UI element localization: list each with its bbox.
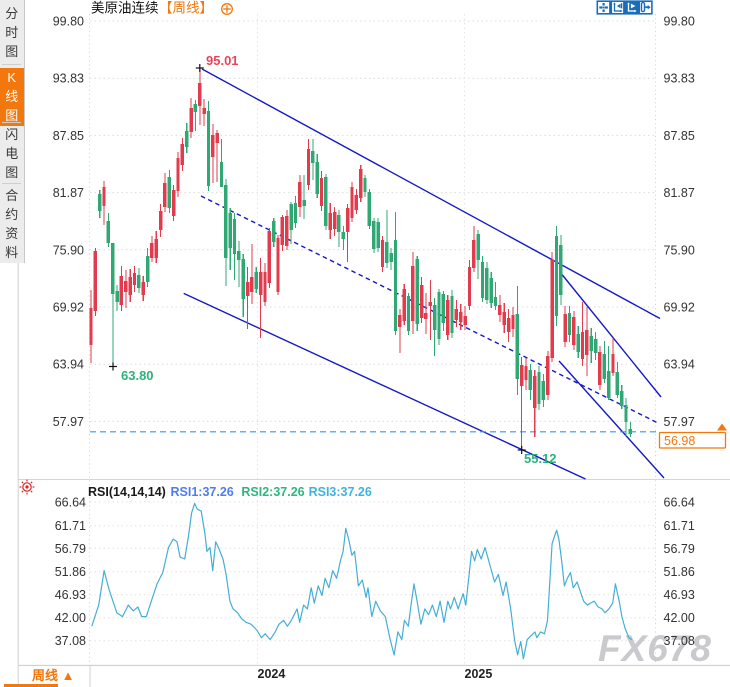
svg-text:RSI3:37.26: RSI3:37.26 (309, 485, 372, 499)
svg-text:61.71: 61.71 (55, 519, 86, 533)
svg-text:99.80: 99.80 (53, 15, 84, 29)
svg-text:RSI(14,14,14): RSI(14,14,14) (88, 485, 166, 499)
svg-text:81.87: 81.87 (664, 186, 695, 200)
svg-text:2025: 2025 (465, 667, 493, 681)
svg-text:2024: 2024 (258, 667, 286, 681)
svg-text:93.83: 93.83 (664, 72, 695, 86)
svg-text:63.94: 63.94 (53, 358, 84, 372)
svg-text:99.80: 99.80 (664, 15, 695, 29)
svg-text:66.64: 66.64 (55, 495, 86, 509)
svg-text:37.08: 37.08 (664, 634, 695, 648)
svg-text:93.83: 93.83 (53, 72, 84, 86)
svg-text:75.90: 75.90 (664, 243, 695, 257)
svg-text:63.80: 63.80 (121, 368, 154, 383)
svg-text:46.93: 46.93 (55, 588, 86, 602)
svg-text:42.00: 42.00 (55, 611, 86, 625)
svg-text:51.86: 51.86 (664, 565, 695, 579)
svg-text:55.12: 55.12 (524, 451, 557, 466)
svg-text:周线 ▲: 周线 ▲ (32, 668, 74, 683)
svg-text:75.90: 75.90 (53, 243, 84, 257)
svg-text:87.85: 87.85 (664, 129, 695, 143)
svg-text:46.93: 46.93 (664, 588, 695, 602)
svg-text:RSI2:37.26: RSI2:37.26 (241, 485, 304, 499)
svg-text:【周线】: 【周线】 (159, 1, 213, 16)
svg-text:57.97: 57.97 (53, 415, 84, 429)
svg-text:57.97: 57.97 (664, 415, 695, 429)
svg-text:61.71: 61.71 (664, 519, 695, 533)
svg-text:RSI1:37.26: RSI1:37.26 (171, 485, 234, 499)
svg-text:66.64: 66.64 (664, 495, 695, 509)
svg-text:37.08: 37.08 (55, 634, 86, 648)
svg-text:69.92: 69.92 (664, 301, 695, 315)
svg-text:95.01: 95.01 (206, 53, 239, 68)
svg-text:美原油连续: 美原油连续 (91, 1, 159, 16)
svg-text:42.00: 42.00 (664, 611, 695, 625)
svg-text:87.85: 87.85 (53, 129, 84, 143)
svg-text:56.79: 56.79 (664, 542, 695, 556)
svg-text:69.92: 69.92 (53, 301, 84, 315)
svg-text:FX678: FX678 (598, 628, 712, 669)
svg-text:81.87: 81.87 (53, 186, 84, 200)
svg-text:63.94: 63.94 (664, 358, 695, 372)
svg-text:56.79: 56.79 (55, 542, 86, 556)
svg-text:56.98: 56.98 (664, 434, 695, 448)
svg-text:51.86: 51.86 (55, 565, 86, 579)
